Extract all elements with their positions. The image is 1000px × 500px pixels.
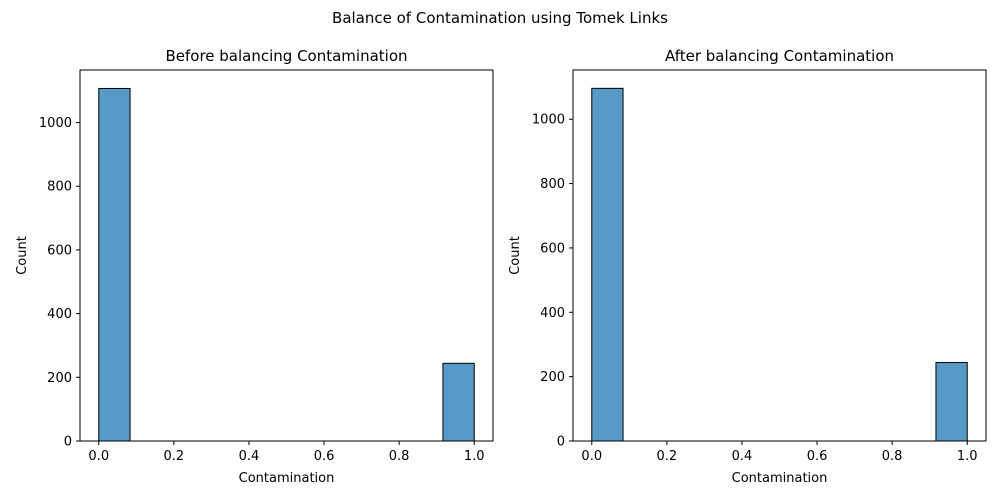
x-tick-label: 0.0 [88,449,109,464]
histogram-bar [591,87,624,442]
x-tick-label: 1.0 [957,449,978,464]
y-tick-label: 800 [47,180,72,195]
y-tick-label: 0 [557,435,565,450]
y-tick-label: 400 [540,306,565,321]
y-axis-label: Count [508,236,523,275]
subplot-title: After balancing Contamination [665,47,894,65]
y-tick-label: 1000 [532,113,565,128]
axes-frame [79,69,494,442]
axes-frame [572,69,987,442]
x-axis-label: Contamination [732,471,828,486]
y-axis-label: Count [15,236,30,275]
y-tick-label: 0 [64,435,72,450]
histogram-bar [98,87,131,442]
histogram-bar [935,361,968,442]
x-tick-label: 1.0 [464,449,485,464]
x-axis-label: Contamination [239,471,335,486]
y-tick-label: 200 [540,370,565,385]
x-tick-label: 0.2 [657,449,678,464]
y-tick-label: 600 [47,243,72,258]
y-tick-label: 800 [540,177,565,192]
x-tick-label: 0.6 [314,449,335,464]
subplot-before: Before balancing Contamination Contamina… [15,47,494,486]
y-tick-label: 600 [540,241,565,256]
histogram-bar [442,362,475,442]
y-tick-label: 400 [47,307,72,322]
x-tick-label: 0.4 [239,449,260,464]
x-tick-label: 0.6 [807,449,828,464]
x-tick-label: 0.2 [164,449,185,464]
subplot-title: Before balancing Contamination [165,47,407,65]
figure-suptitle: Balance of Contamination using Tomek Lin… [332,9,668,27]
x-tick-label: 0.8 [882,449,903,464]
y-tick-label: 1000 [39,116,72,131]
subplot-after: After balancing Contamination Contaminat… [508,47,987,486]
x-tick-label: 0.0 [581,449,602,464]
y-tick-label: 200 [47,371,72,386]
x-tick-label: 0.8 [389,449,410,464]
x-tick-label: 0.4 [732,449,753,464]
